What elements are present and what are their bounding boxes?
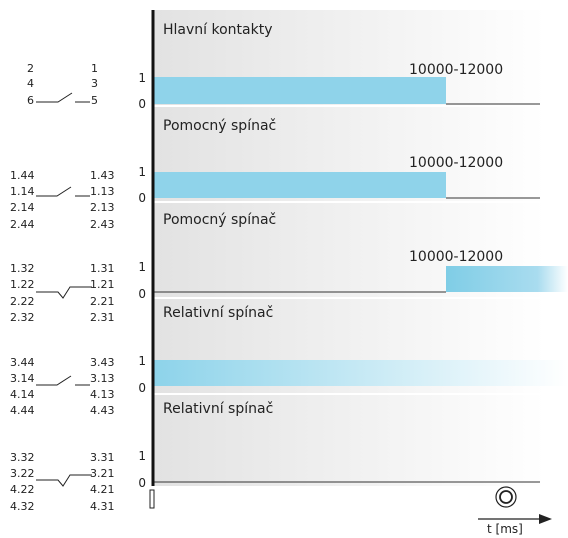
contact-label-right: 2.21 [90,295,115,308]
signal-bar-3 [446,266,568,292]
contact-label-left: 6 [27,94,34,107]
level-high-label: 1 [138,71,146,85]
contact-label-right: 3.13 [90,372,115,385]
level-low-label: 0 [138,476,146,490]
time-zero-marker [149,489,155,509]
contact-label-right: 1.21 [90,278,115,291]
contact-label-right: 2.13 [90,201,115,214]
contact-label-left: 3.14 [10,372,35,385]
contact-label-left: 2 [27,62,34,75]
contact-label-left: 3.44 [10,356,35,369]
contact-label-right: 4.31 [90,500,115,513]
level-low-label: 0 [138,191,146,205]
contact-label-right: 1.43 [90,169,115,182]
contact-label-left: 2.44 [10,218,35,231]
signal-bar-1 [154,77,446,104]
panel-title: Relativní spínač [163,401,274,417]
panel-title: Pomocný spínač [163,212,277,228]
range-label: 10000-12000 [409,62,504,78]
range-label: 10000-12000 [409,155,504,171]
panel-title: Hlavní kontakty [163,22,273,38]
contact-symbol-3 [36,286,92,299]
contact-label-right: 3.43 [90,356,115,369]
level-low-label: 0 [138,97,146,111]
contact-label-left: 4 [27,77,34,90]
panel-bg-5 [153,394,545,486]
contact-label-right: 5 [91,94,98,107]
signal-bar-2 [154,172,446,198]
contact-label-right: 4.43 [90,404,115,417]
contact-label-left: 2.14 [10,201,35,214]
contact-label-left: 3.32 [10,451,35,464]
contact-label-left: 1.14 [10,185,35,198]
level-low-label: 0 [138,287,146,301]
contact-label-right: 1.31 [90,262,115,275]
contact-symbol-5 [36,474,92,487]
contact-label-right: 3.31 [90,451,115,464]
contact-symbol-2 [36,186,90,197]
contact-label-right: 3 [91,77,98,90]
contact-label-left: 3.22 [10,467,35,480]
level-high-label: 1 [138,260,146,274]
panel-title: Pomocný spínač [163,118,277,134]
contact-label-left: 1.22 [10,278,35,291]
contact-label-left: 2.32 [10,311,35,324]
contact-label-right: 3.21 [90,467,115,480]
double-circle-icon [495,486,517,508]
contact-label-left: 4.32 [10,500,35,513]
contact-label-right: 4.21 [90,483,115,496]
contact-symbol-4 [36,375,90,386]
contact-label-left: 1.44 [10,169,35,182]
contact-label-left: 4.22 [10,483,35,496]
level-low-label: 0 [138,381,146,395]
contact-label-right: 1 [91,62,98,75]
level-high-label: 1 [138,449,146,463]
contact-label-right: 4.13 [90,388,115,401]
contact-label-left: 4.44 [10,404,35,417]
contact-label-right: 2.31 [90,311,115,324]
range-label: 10000-12000 [409,249,504,265]
contact-label-right: 2.43 [90,218,115,231]
level-high-label: 1 [138,354,146,368]
signal-bar-4 [154,360,568,386]
contact-label-left: 1.32 [10,262,35,275]
time-axis-label: t [ms] [487,522,523,536]
contact-label-left: 4.14 [10,388,35,401]
level-high-label: 1 [138,165,146,179]
time-axis-arrow [478,514,552,524]
contact-label-right: 1.13 [90,185,115,198]
contact-symbol-1 [36,92,90,103]
panel-title: Relativní spínač [163,305,274,321]
contact-label-left: 2.22 [10,295,35,308]
